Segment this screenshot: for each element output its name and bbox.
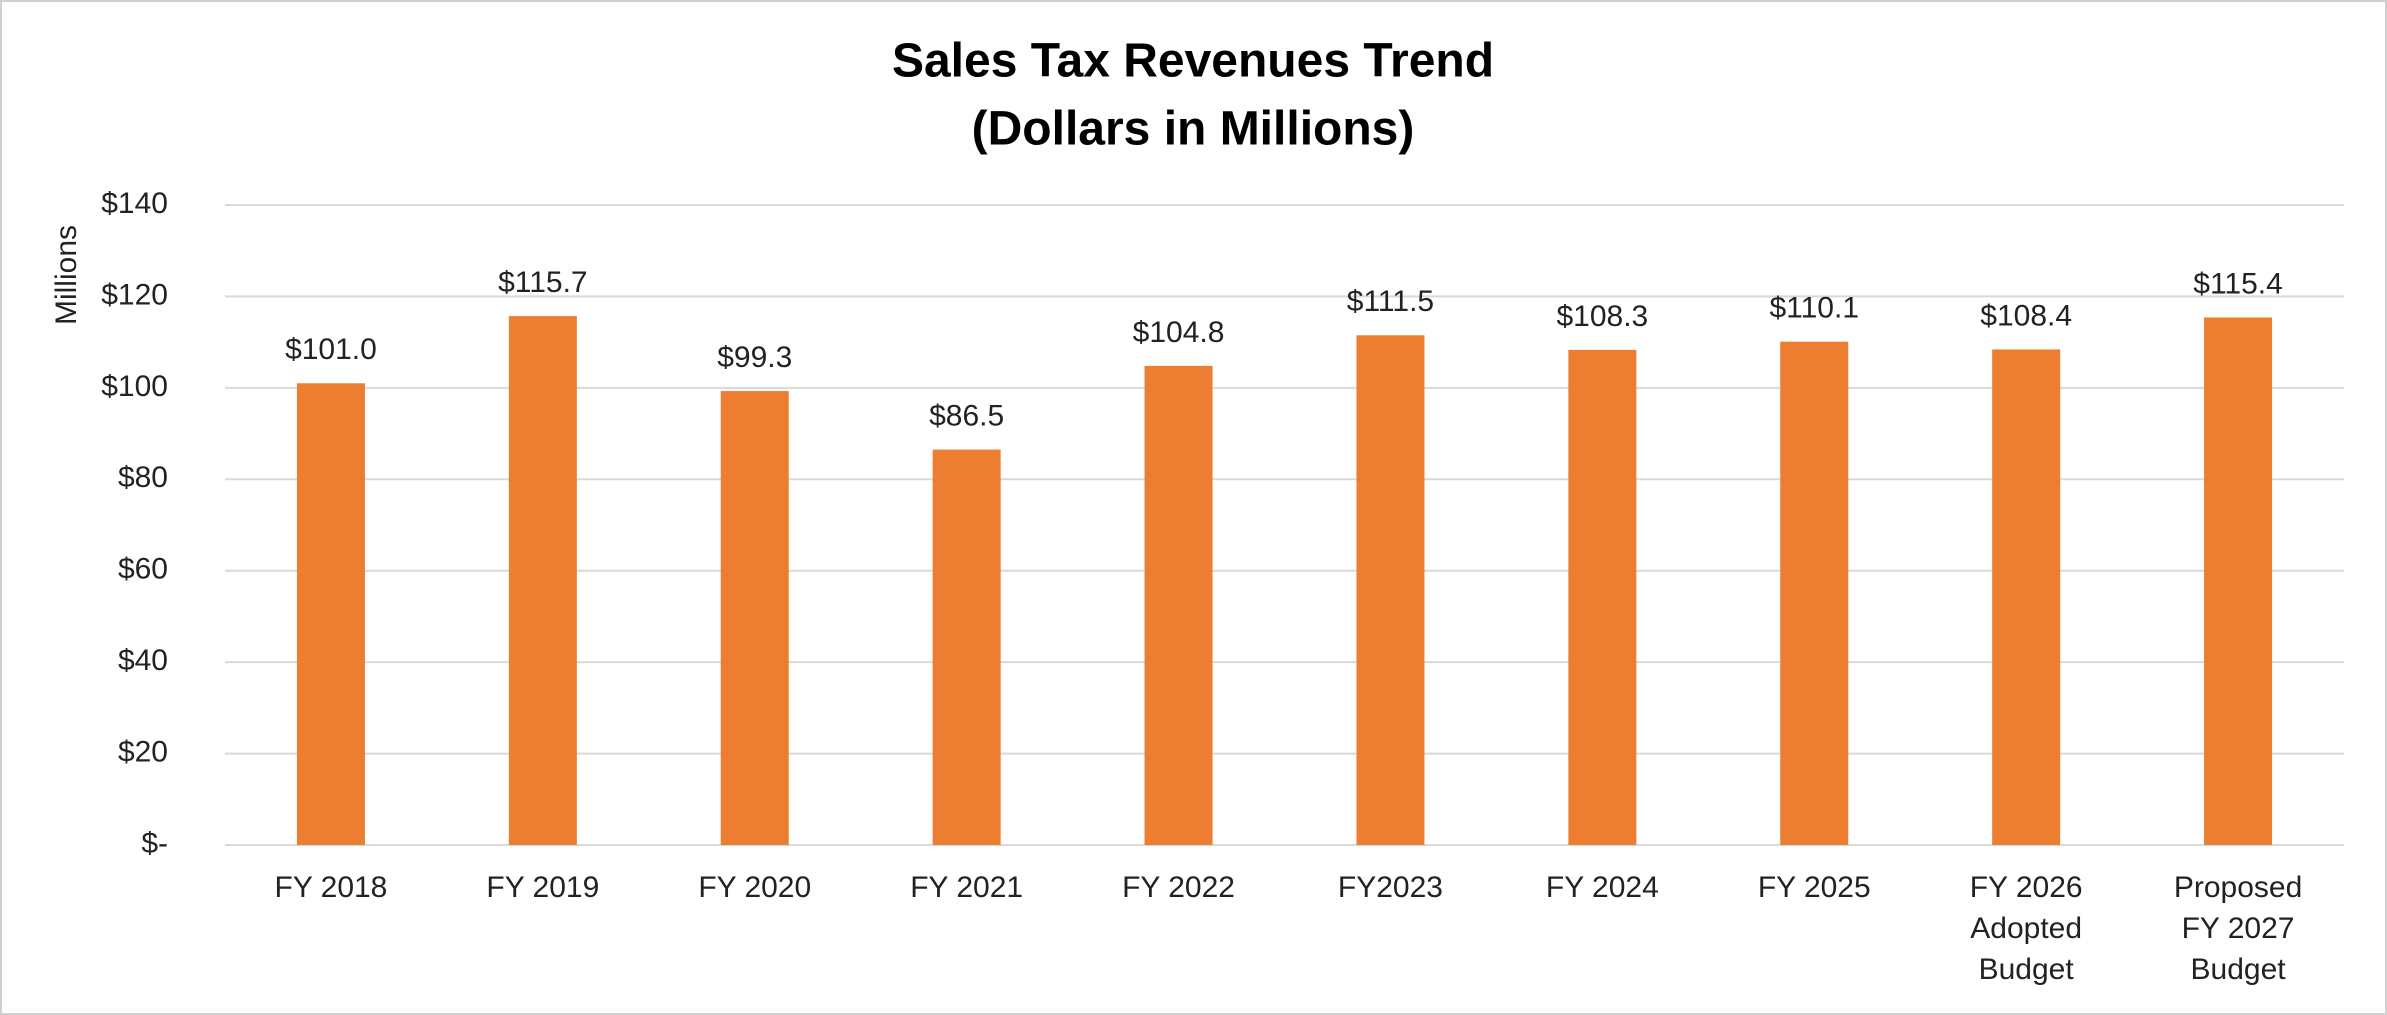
data-label: $108.3	[1556, 300, 1648, 333]
y-tick-label: $100	[101, 370, 168, 403]
bar	[1780, 341, 1849, 845]
x-tick-label: FY 2020	[698, 871, 811, 904]
data-label: $115.4	[2193, 267, 2283, 300]
x-tick-label: FY 2021	[910, 871, 1023, 904]
bar	[720, 391, 789, 845]
y-tick-label: $20	[118, 735, 168, 768]
y-axis-label: Millions	[50, 225, 83, 325]
bar	[932, 449, 1001, 845]
y-tick-label: $-	[141, 827, 168, 860]
data-label: $99.3	[717, 341, 792, 374]
bar	[1356, 335, 1425, 845]
bar	[1992, 349, 2061, 845]
data-label: $110.1	[1769, 292, 1859, 325]
x-tick-label: FY 2022	[1122, 871, 1235, 904]
bar	[296, 383, 365, 845]
y-tick-label: $60	[118, 553, 168, 586]
data-label: $108.4	[1980, 299, 2072, 332]
x-tick-label: FY 2018	[275, 871, 388, 904]
data-label: $86.5	[929, 399, 1004, 432]
data-label: $115.7	[498, 266, 588, 299]
data-label: $101.0	[285, 333, 377, 366]
y-tick-label: $120	[101, 278, 168, 311]
bar	[2204, 317, 2273, 845]
data-label: $104.8	[1133, 316, 1225, 349]
y-tick-label: $80	[118, 461, 168, 494]
chart-subtitle: (Dollars in Millions)	[972, 103, 1415, 156]
y-tick-label: $140	[101, 187, 168, 220]
x-tick-label: Proposed FY 2027 Budget	[2174, 871, 2302, 986]
bar	[1144, 365, 1213, 845]
bar	[508, 316, 577, 846]
x-tick-label: FY 2025	[1758, 871, 1871, 904]
data-label: $111.5	[1347, 285, 1434, 318]
x-tick-label: FY 2019	[486, 871, 599, 904]
y-tick-label: $40	[118, 644, 168, 677]
chart-title: Sales Tax Revenues Trend	[892, 35, 1494, 88]
x-tick-label: FY2023	[1338, 871, 1443, 904]
bar	[1568, 349, 1637, 845]
x-tick-label: FY 2026 Adopted Budget	[1970, 871, 2083, 986]
x-tick-label: FY 2024	[1546, 871, 1659, 904]
